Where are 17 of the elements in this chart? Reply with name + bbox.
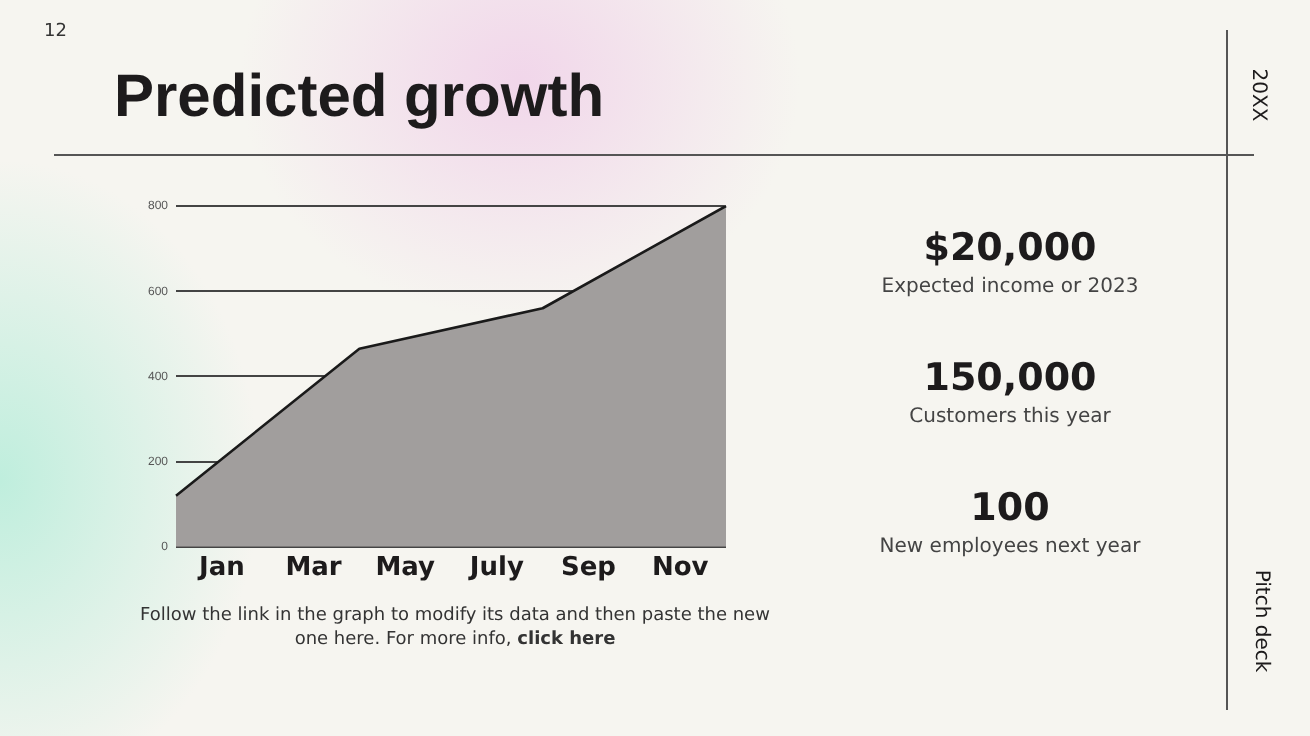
x-tick-label: May <box>375 553 436 584</box>
text: 20XX <box>1247 68 1270 122</box>
text: 12 <box>44 22 67 42</box>
x-tick-label: Jan <box>196 553 245 584</box>
text: Pitch deck <box>1250 569 1273 673</box>
text: $20,000 <box>921 226 1099 270</box>
text: click here <box>517 630 616 650</box>
x-tick-label: July <box>467 553 525 584</box>
chart-title: Predicted growth <box>114 64 605 132</box>
text: 100 <box>968 486 1052 530</box>
text: 150,000 <box>921 356 1099 400</box>
text: Expected income or 2023 <box>879 276 1141 298</box>
x-tick-label: Mar <box>285 553 343 584</box>
text: Customers this year <box>907 406 1113 428</box>
text: New employees next year <box>877 536 1143 558</box>
x-tick-label: Nov <box>651 553 710 584</box>
x-tick-label: Sep <box>561 553 617 584</box>
